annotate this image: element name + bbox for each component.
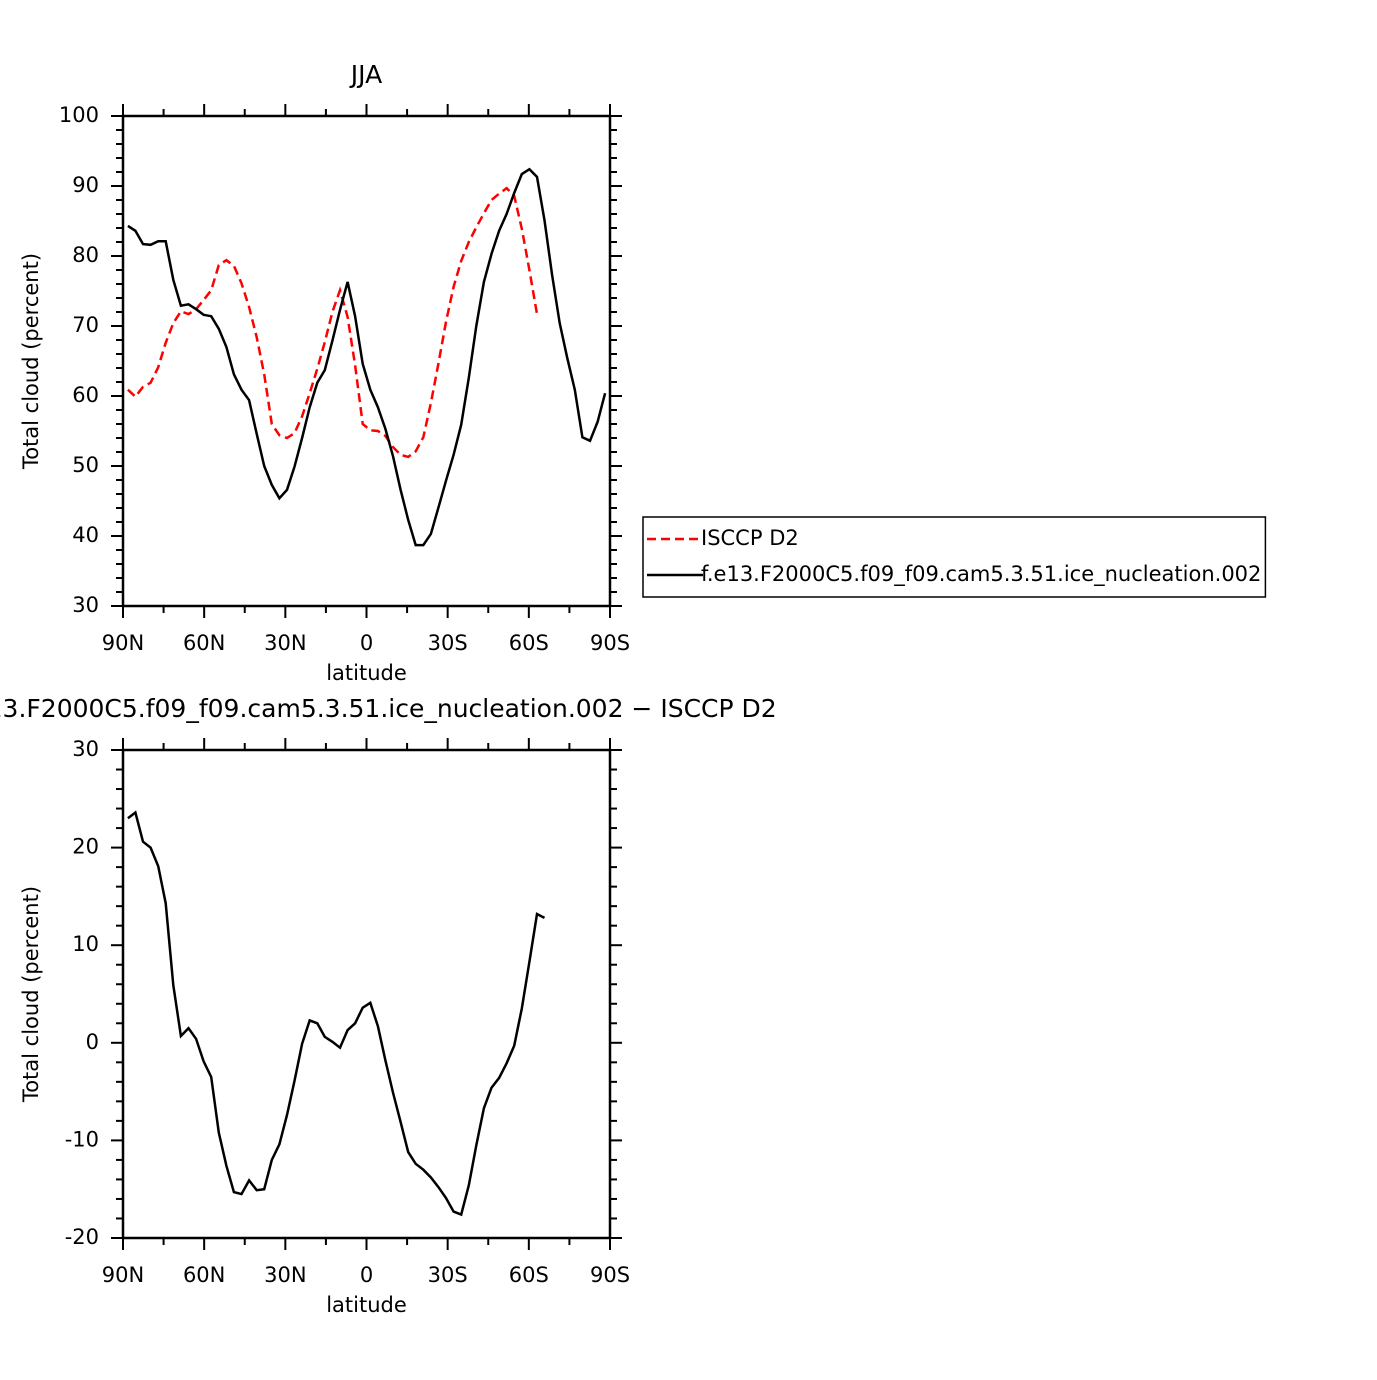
y-axis-label: Total cloud (percent) bbox=[19, 253, 43, 470]
y-axis-label: Total cloud (percent) bbox=[19, 886, 43, 1103]
legend-label: ISCCP D2 bbox=[701, 526, 799, 550]
data-line bbox=[127, 167, 607, 547]
y-tick-label: 100 bbox=[59, 103, 99, 127]
y-tick-label: 30 bbox=[72, 737, 99, 761]
chart-title: f.e13.F2000C5.f09_f09.cam5.3.51.ice_nucl… bbox=[0, 694, 777, 723]
plot-frame bbox=[121, 748, 612, 1240]
data-line bbox=[127, 810, 546, 1217]
y-tick-label: 80 bbox=[72, 243, 99, 267]
y-tick-label: 50 bbox=[72, 453, 99, 477]
y-tick-label: -20 bbox=[65, 1225, 99, 1249]
x-axis-label: latitude bbox=[326, 1293, 407, 1317]
x-tick-label: 60S bbox=[509, 1263, 549, 1287]
x-tick-label: 30S bbox=[428, 1263, 468, 1287]
legend-box bbox=[642, 516, 1267, 598]
x-tick-label: 90S bbox=[590, 1263, 630, 1287]
y-tick-label: 90 bbox=[72, 173, 99, 197]
plot-frame bbox=[121, 114, 612, 608]
y-tick-label: 70 bbox=[72, 313, 99, 337]
x-tick-label: 0 bbox=[360, 1263, 373, 1287]
x-tick-label: 60N bbox=[183, 631, 225, 655]
x-axis-label: latitude bbox=[326, 661, 407, 685]
y-tick-label: 0 bbox=[86, 1030, 99, 1054]
x-tick-label: 90N bbox=[102, 1263, 144, 1287]
y-tick-label: 40 bbox=[72, 523, 99, 547]
y-tick-label: 60 bbox=[72, 383, 99, 407]
y-tick-label: -10 bbox=[65, 1127, 99, 1151]
y-tick-label: 10 bbox=[72, 932, 99, 956]
legend-label: f.e13.F2000C5.f09_f09.cam5.3.51.ice_nucl… bbox=[701, 562, 1261, 587]
x-tick-label: 30N bbox=[264, 1263, 306, 1287]
x-tick-label: 60N bbox=[183, 1263, 225, 1287]
chart-title: JJA bbox=[349, 60, 382, 89]
x-tick-label: 30S bbox=[428, 631, 468, 655]
x-tick-label: 30N bbox=[264, 631, 306, 655]
x-tick-label: 0 bbox=[360, 631, 373, 655]
x-tick-label: 60S bbox=[509, 631, 549, 655]
x-tick-label: 90S bbox=[590, 631, 630, 655]
y-tick-label: 20 bbox=[72, 835, 99, 859]
x-tick-label: 90N bbox=[102, 631, 144, 655]
y-tick-label: 30 bbox=[72, 593, 99, 617]
